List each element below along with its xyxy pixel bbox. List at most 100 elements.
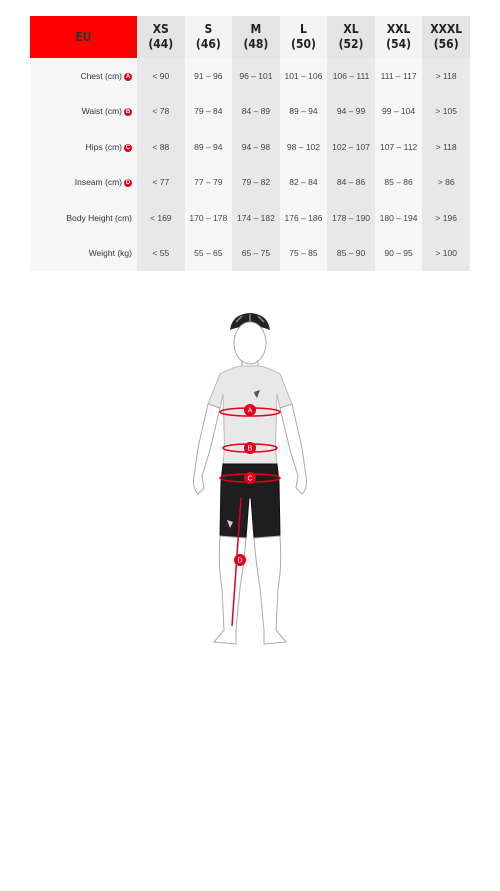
table-cell: 96 – 101 [232,58,280,94]
size-eu-number: (52) [338,37,364,51]
table-cell: 55 – 65 [184,235,233,271]
size-header-xs: XS (44) [137,16,185,58]
table-cell: < 78 [137,93,185,129]
measurement-label: Weight (kg) [30,235,137,271]
table-cell: 90 – 95 [374,235,423,271]
size-header-l: L (50) [279,16,328,58]
table-cell: 98 – 102 [279,129,328,165]
jersey-logo-icon [254,390,260,398]
table-cell: > 105 [422,93,470,129]
table-cell: < 55 [137,235,185,271]
table-cell: 106 – 111 [327,58,375,94]
size-header-row: EU XS (44) S (46) M (48) L (50) XL (52) XXL (54) XXX… [30,16,470,58]
measurement-label-text: Waist (cm) [81,106,122,117]
measurement-label: Body Height (cm) [30,200,137,236]
size-name: M [250,22,262,36]
size-chart-body: Chest (cm) A < 90 91 – 96 96 – 101 101 – 106 1… [30,58,470,271]
table-row: Chest (cm) A < 90 91 – 96 96 – 101 101 – 106 1… [30,58,470,94]
marker-b: B [244,442,256,454]
table-cell: 178 – 190 [327,200,375,236]
table-cell: 65 – 75 [232,235,280,271]
svg-text:D: D [237,558,242,565]
measurement-label-text: Hips (cm) [85,141,122,152]
table-cell: 102 – 107 [327,129,375,165]
table-cell: > 196 [422,200,470,236]
measurement-label-text: Inseam (cm) [74,177,122,188]
measurement-label: Chest (cm) A [30,58,137,94]
size-header-xxxl: XXXL (56) [422,16,470,58]
table-cell: 77 – 79 [184,164,233,200]
measurement-marker-badge: B [124,108,132,116]
table-row: Body Height (cm) < 169 170 – 178 174 – 182 1… [30,200,470,236]
table-cell: 85 – 90 [327,235,375,271]
table-cell: 111 – 117 [374,58,423,94]
marker-d: D [234,554,246,566]
size-name: S [204,22,213,36]
measurement-label: Hips (cm) C [30,129,137,165]
table-cell: 79 – 84 [184,93,233,129]
size-name: XL [343,22,359,36]
svg-text:C: C [247,476,252,483]
marker-c: C [244,472,256,484]
size-eu-number: (54) [386,37,412,51]
size-name: XS [152,22,169,36]
left-arm [193,403,221,495]
table-cell: < 90 [137,58,185,94]
size-header-xl: XL (52) [327,16,375,58]
right-leg [253,535,287,645]
table-cell: > 118 [422,58,470,94]
table-cell: 89 – 94 [184,129,233,165]
size-eu-number: (44) [148,37,174,51]
table-cell: 101 – 106 [279,58,328,94]
measurement-label-text: Chest (cm) [80,70,122,81]
table-cell: 170 – 178 [184,200,233,236]
measurement-label-text: Weight (kg) [88,248,132,259]
table-cell: < 77 [137,164,185,200]
table-cell: < 88 [137,129,185,165]
table-cell: > 100 [422,235,470,271]
table-cell: > 86 [422,164,470,200]
region-header: EU [30,16,137,58]
size-header-s: S (46) [184,16,233,58]
table-cell: > 118 [422,129,470,165]
head [233,321,267,365]
table-cell: 75 – 85 [279,235,328,271]
table-row: Waist (cm) B < 78 79 – 84 84 – 89 89 – 94 94 –… [30,93,470,129]
size-eu-number: (48) [243,37,269,51]
table-cell: < 169 [137,200,185,236]
table-cell: 107 – 112 [374,129,423,165]
measurement-marker-badge: D [124,179,132,187]
left-leg [213,535,247,645]
table-row: Inseam (cm) D < 77 77 – 79 79 – 82 82 – 84 84 … [30,164,470,200]
measurement-marker-badge: A [124,72,132,81]
table-cell: 94 – 98 [232,129,280,165]
measurement-label: Inseam (cm) D [30,164,137,200]
size-chart-table: EU XS (44) S (46) M (48) L (50) XL (52) XXL (54) XXX… [30,16,470,271]
size-eu-number: (46) [195,37,221,51]
size-header-xxl: XXL (54) [374,16,423,58]
svg-text:A: A [248,408,253,415]
table-cell: 99 – 104 [374,93,423,129]
table-cell: 91 – 96 [184,58,233,94]
size-name: XXXL [430,22,463,36]
table-row: Weight (kg) < 55 55 – 65 65 – 75 75 – 85 85 –… [30,235,470,271]
measurement-label: Waist (cm) B [30,93,137,129]
size-eu-number: (50) [291,37,316,51]
body-measurement-figure: A B C D [193,313,307,645]
right-arm [279,403,307,495]
size-eu-number: (56) [433,37,459,51]
size-header-m: M (48) [232,16,280,58]
table-cell: 174 – 182 [232,200,280,236]
table-cell: 89 – 94 [279,93,328,129]
table-row: Hips (cm) C < 88 89 – 94 94 – 98 98 – 102 102 … [30,129,470,165]
table-cell: 84 – 86 [327,164,375,200]
svg-text:B: B [248,446,253,453]
table-cell: 176 – 186 [279,200,328,236]
table-cell: 84 – 89 [232,93,280,129]
table-cell: 94 – 99 [327,93,375,129]
table-cell: 82 – 84 [279,164,328,200]
size-name: XXL [386,22,411,36]
table-cell: 79 – 82 [232,164,280,200]
table-cell: 180 – 194 [374,200,423,236]
measurement-marker-badge: C [124,143,132,152]
